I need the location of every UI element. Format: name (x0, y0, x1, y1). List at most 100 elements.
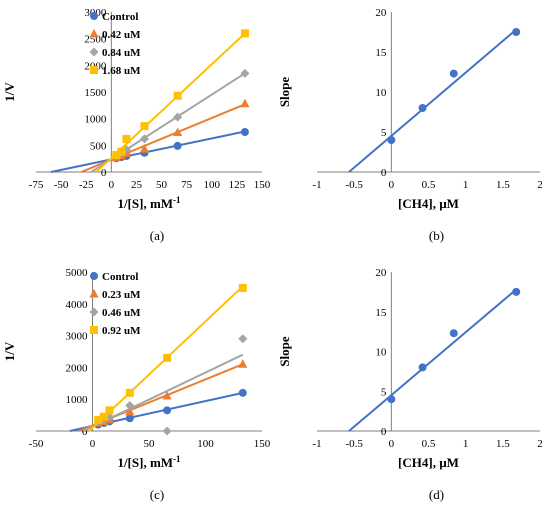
legend: Control 0.42 uM 0.84 uM 1.68 uM (89, 11, 141, 77)
data-point (240, 98, 250, 108)
legend-marker (90, 12, 98, 20)
y-axis-title: 1/V (2, 82, 17, 102)
legend-label: 1.68 uM (102, 65, 141, 77)
x-axis-title-text: 1/[S], mM (117, 196, 173, 211)
data-point (173, 112, 183, 122)
series-0 (348, 28, 521, 173)
y-tick-label: 3000 (66, 331, 89, 343)
x-tick-label: 0 (389, 438, 395, 450)
data-point (125, 414, 134, 423)
data-point (140, 122, 149, 131)
legend-label: 0.84 uM (102, 47, 141, 59)
chart-a: -75-50-250255075100125150050010001500200… (2, 7, 271, 243)
x-tick-label: -0.5 (345, 179, 363, 191)
y-tick-label: 15 (375, 307, 387, 319)
x-tick-label: 1 (463, 179, 469, 191)
y-tick-label: 15 (375, 47, 387, 59)
data-point (387, 395, 396, 404)
chart-c: -50 0 50 100 150 0 1000 2000 3000 4000 5000 1/[S], … (2, 267, 271, 502)
legend-marker (90, 66, 98, 74)
data-point (162, 391, 172, 400)
y-tick-label: 0 (381, 426, 387, 438)
data-point (240, 128, 249, 136)
legend-label: 0.92 uM (102, 325, 141, 337)
legend-marker (89, 307, 99, 317)
x-axis-title: [CH4], µM (398, 455, 459, 470)
data-point (122, 134, 131, 143)
x-tick-label: 75 (181, 179, 193, 191)
x-tick-label: -25 (79, 179, 94, 191)
x-tick-label: 100 (197, 438, 214, 450)
data-point (163, 353, 172, 362)
y-axis-title: 1/V (2, 341, 17, 361)
data-point (449, 329, 458, 338)
series-2 (83, 334, 248, 436)
x-axis-title-text: [CH4], µM (398, 196, 459, 211)
x-tick-label: 25 (131, 179, 143, 191)
data-point (449, 69, 458, 78)
y-tick-label: 4000 (66, 299, 89, 311)
y-tick-label: 20 (375, 267, 387, 279)
x-axis-title: [CH4], µM (398, 196, 459, 211)
data-point (173, 91, 182, 100)
x-tick-label: 50 (156, 179, 168, 191)
legend-marker (89, 289, 99, 298)
legend-label: 0.46 uM (102, 307, 141, 319)
x-tick-label: 100 (204, 179, 221, 191)
y-tick-label: 5000 (66, 267, 89, 279)
legend-marker (89, 29, 99, 38)
x-tick-label: 2 (537, 438, 543, 450)
data-point (117, 147, 126, 156)
x-tick-label: -75 (29, 179, 44, 191)
legend: Control 0.23 uM 0.46 uM 0.92 uM (89, 271, 141, 337)
legend-marker (90, 272, 98, 280)
x-tick-label: 125 (229, 179, 246, 191)
data-point (238, 388, 247, 397)
trend-line (348, 28, 517, 173)
y-tick-label: 10 (375, 87, 387, 99)
data-point (418, 104, 427, 112)
data-point (125, 406, 135, 416)
y-tick-label: 0 (82, 426, 88, 438)
legend-label: Control (102, 11, 138, 23)
x-tick-label: 1.5 (496, 438, 510, 450)
y-tick-label: 1000 (84, 114, 107, 126)
data-point (173, 141, 182, 150)
x-axis-title: 1/[S], mM-1 (117, 454, 181, 470)
legend-marker (89, 47, 99, 57)
panel-caption: (d) (429, 487, 444, 502)
data-point (240, 29, 249, 38)
trend-line (348, 288, 517, 432)
x-tick-label: 1.5 (496, 179, 510, 191)
y-tick-label: 10 (375, 347, 387, 359)
data-point (173, 127, 183, 137)
data-point (105, 406, 114, 415)
data-point (238, 283, 247, 292)
data-point (512, 28, 521, 36)
x-tick-label: -0.5 (345, 438, 363, 450)
y-tick-label: 500 (90, 140, 107, 152)
y-axis-title: Slope (277, 336, 292, 367)
x-tick-label: -1 (312, 179, 321, 191)
legend-label: Control (102, 271, 138, 283)
legend-label: 0.23 uM (102, 289, 141, 301)
data-point (512, 287, 521, 296)
y-tick-label: 0 (101, 167, 107, 179)
x-tick-label: 0 (109, 179, 115, 191)
data-point (238, 359, 248, 368)
y-tick-label: 0 (381, 167, 387, 179)
x-tick-label: 0.5 (422, 179, 436, 191)
data-point (125, 401, 135, 411)
series-0 (348, 287, 521, 432)
legend-label: 0.42 uM (102, 29, 141, 41)
data-point (125, 388, 134, 397)
legend-marker (90, 326, 98, 334)
x-axis-title-text: [CH4], µM (398, 455, 459, 470)
x-axis-title: 1/[S], mM-1 (117, 195, 181, 211)
x-tick-label: 0.5 (422, 438, 436, 450)
data-point (112, 150, 121, 159)
y-tick-label: 5 (381, 386, 387, 398)
data-point (139, 134, 149, 144)
